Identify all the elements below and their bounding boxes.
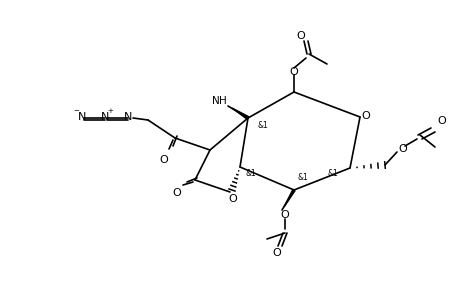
Text: O: O [273,248,282,258]
Text: &1: &1 [246,168,257,178]
Text: N: N [78,112,86,122]
Text: &1: &1 [258,121,269,130]
Text: +: + [107,108,113,114]
Text: O: O [297,31,305,41]
Text: O: O [438,116,446,126]
Text: O: O [160,155,169,165]
Polygon shape [284,189,295,207]
Text: H: H [219,96,227,106]
Text: N: N [124,112,132,122]
Text: &1: &1 [298,173,309,182]
Text: N: N [212,96,220,106]
Text: O: O [281,210,290,220]
Text: &1: &1 [327,168,338,178]
Text: O: O [399,144,407,154]
Text: O: O [290,67,298,77]
Polygon shape [232,108,249,119]
Text: O: O [361,111,370,121]
Text: −: − [73,108,79,114]
Text: O: O [173,188,181,198]
Text: O: O [229,194,237,204]
Text: N: N [101,112,109,122]
